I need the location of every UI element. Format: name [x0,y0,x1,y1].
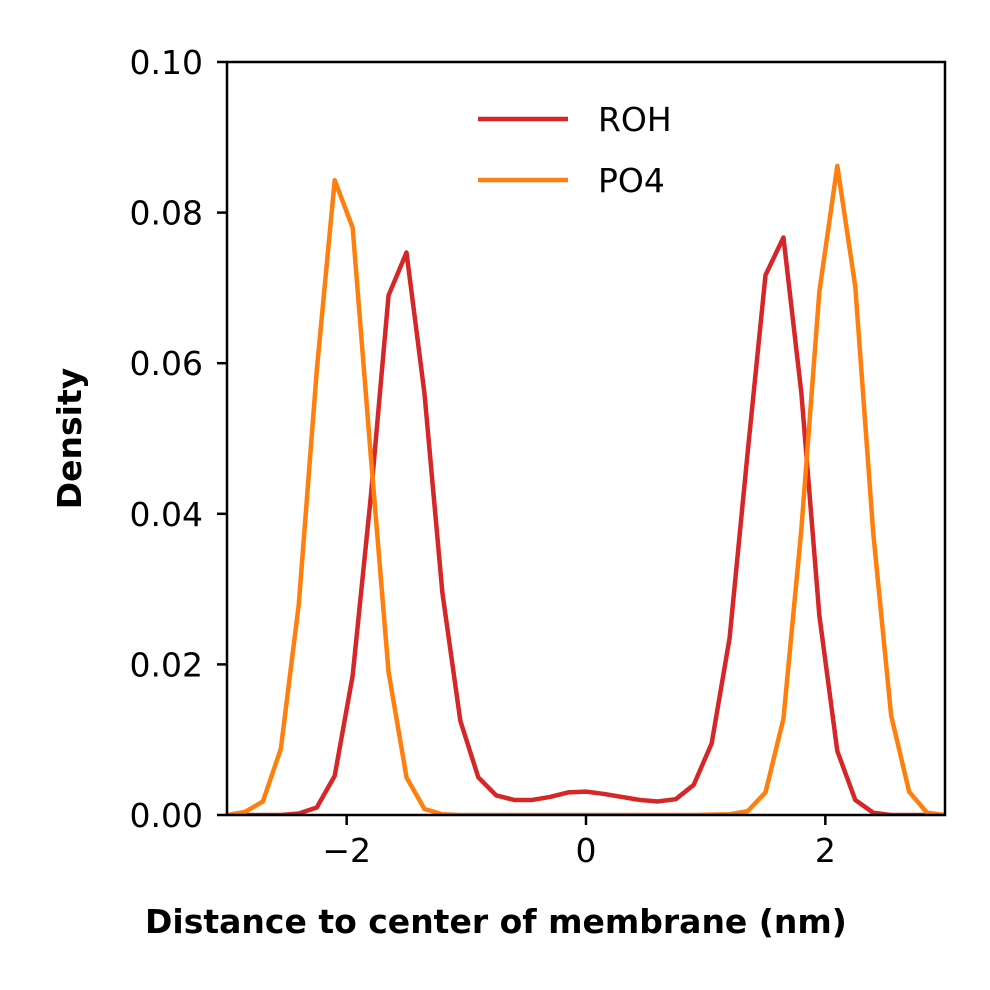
series-line-roh [227,235,945,815]
x-axis: −2 0 2 [322,815,836,870]
y-tick-label: 0.02 [130,645,203,684]
legend-label-po4: PO4 [598,161,665,200]
legend: ROH PO4 [478,100,672,200]
series-line-po4 [227,163,945,815]
y-axis-title: Density [50,368,89,510]
x-axis-title: Distance to center of membrane (nm) [145,902,847,941]
legend-label-roh: ROH [598,100,672,139]
x-tick-label: −2 [322,831,371,870]
plot-frame [225,60,947,817]
y-tick-label: 0.04 [130,495,203,534]
y-tick-label: 0.00 [130,796,203,835]
x-tick-label: 2 [815,831,836,870]
y-tick-label: 0.06 [130,344,203,383]
x-tick-label: 0 [576,831,597,870]
y-axis: 0.00 0.02 0.04 0.06 0.08 0.10 [130,43,227,835]
plot-lines [227,163,945,815]
y-tick-label: 0.10 [130,43,203,82]
y-tick-label: 0.08 [130,194,203,233]
